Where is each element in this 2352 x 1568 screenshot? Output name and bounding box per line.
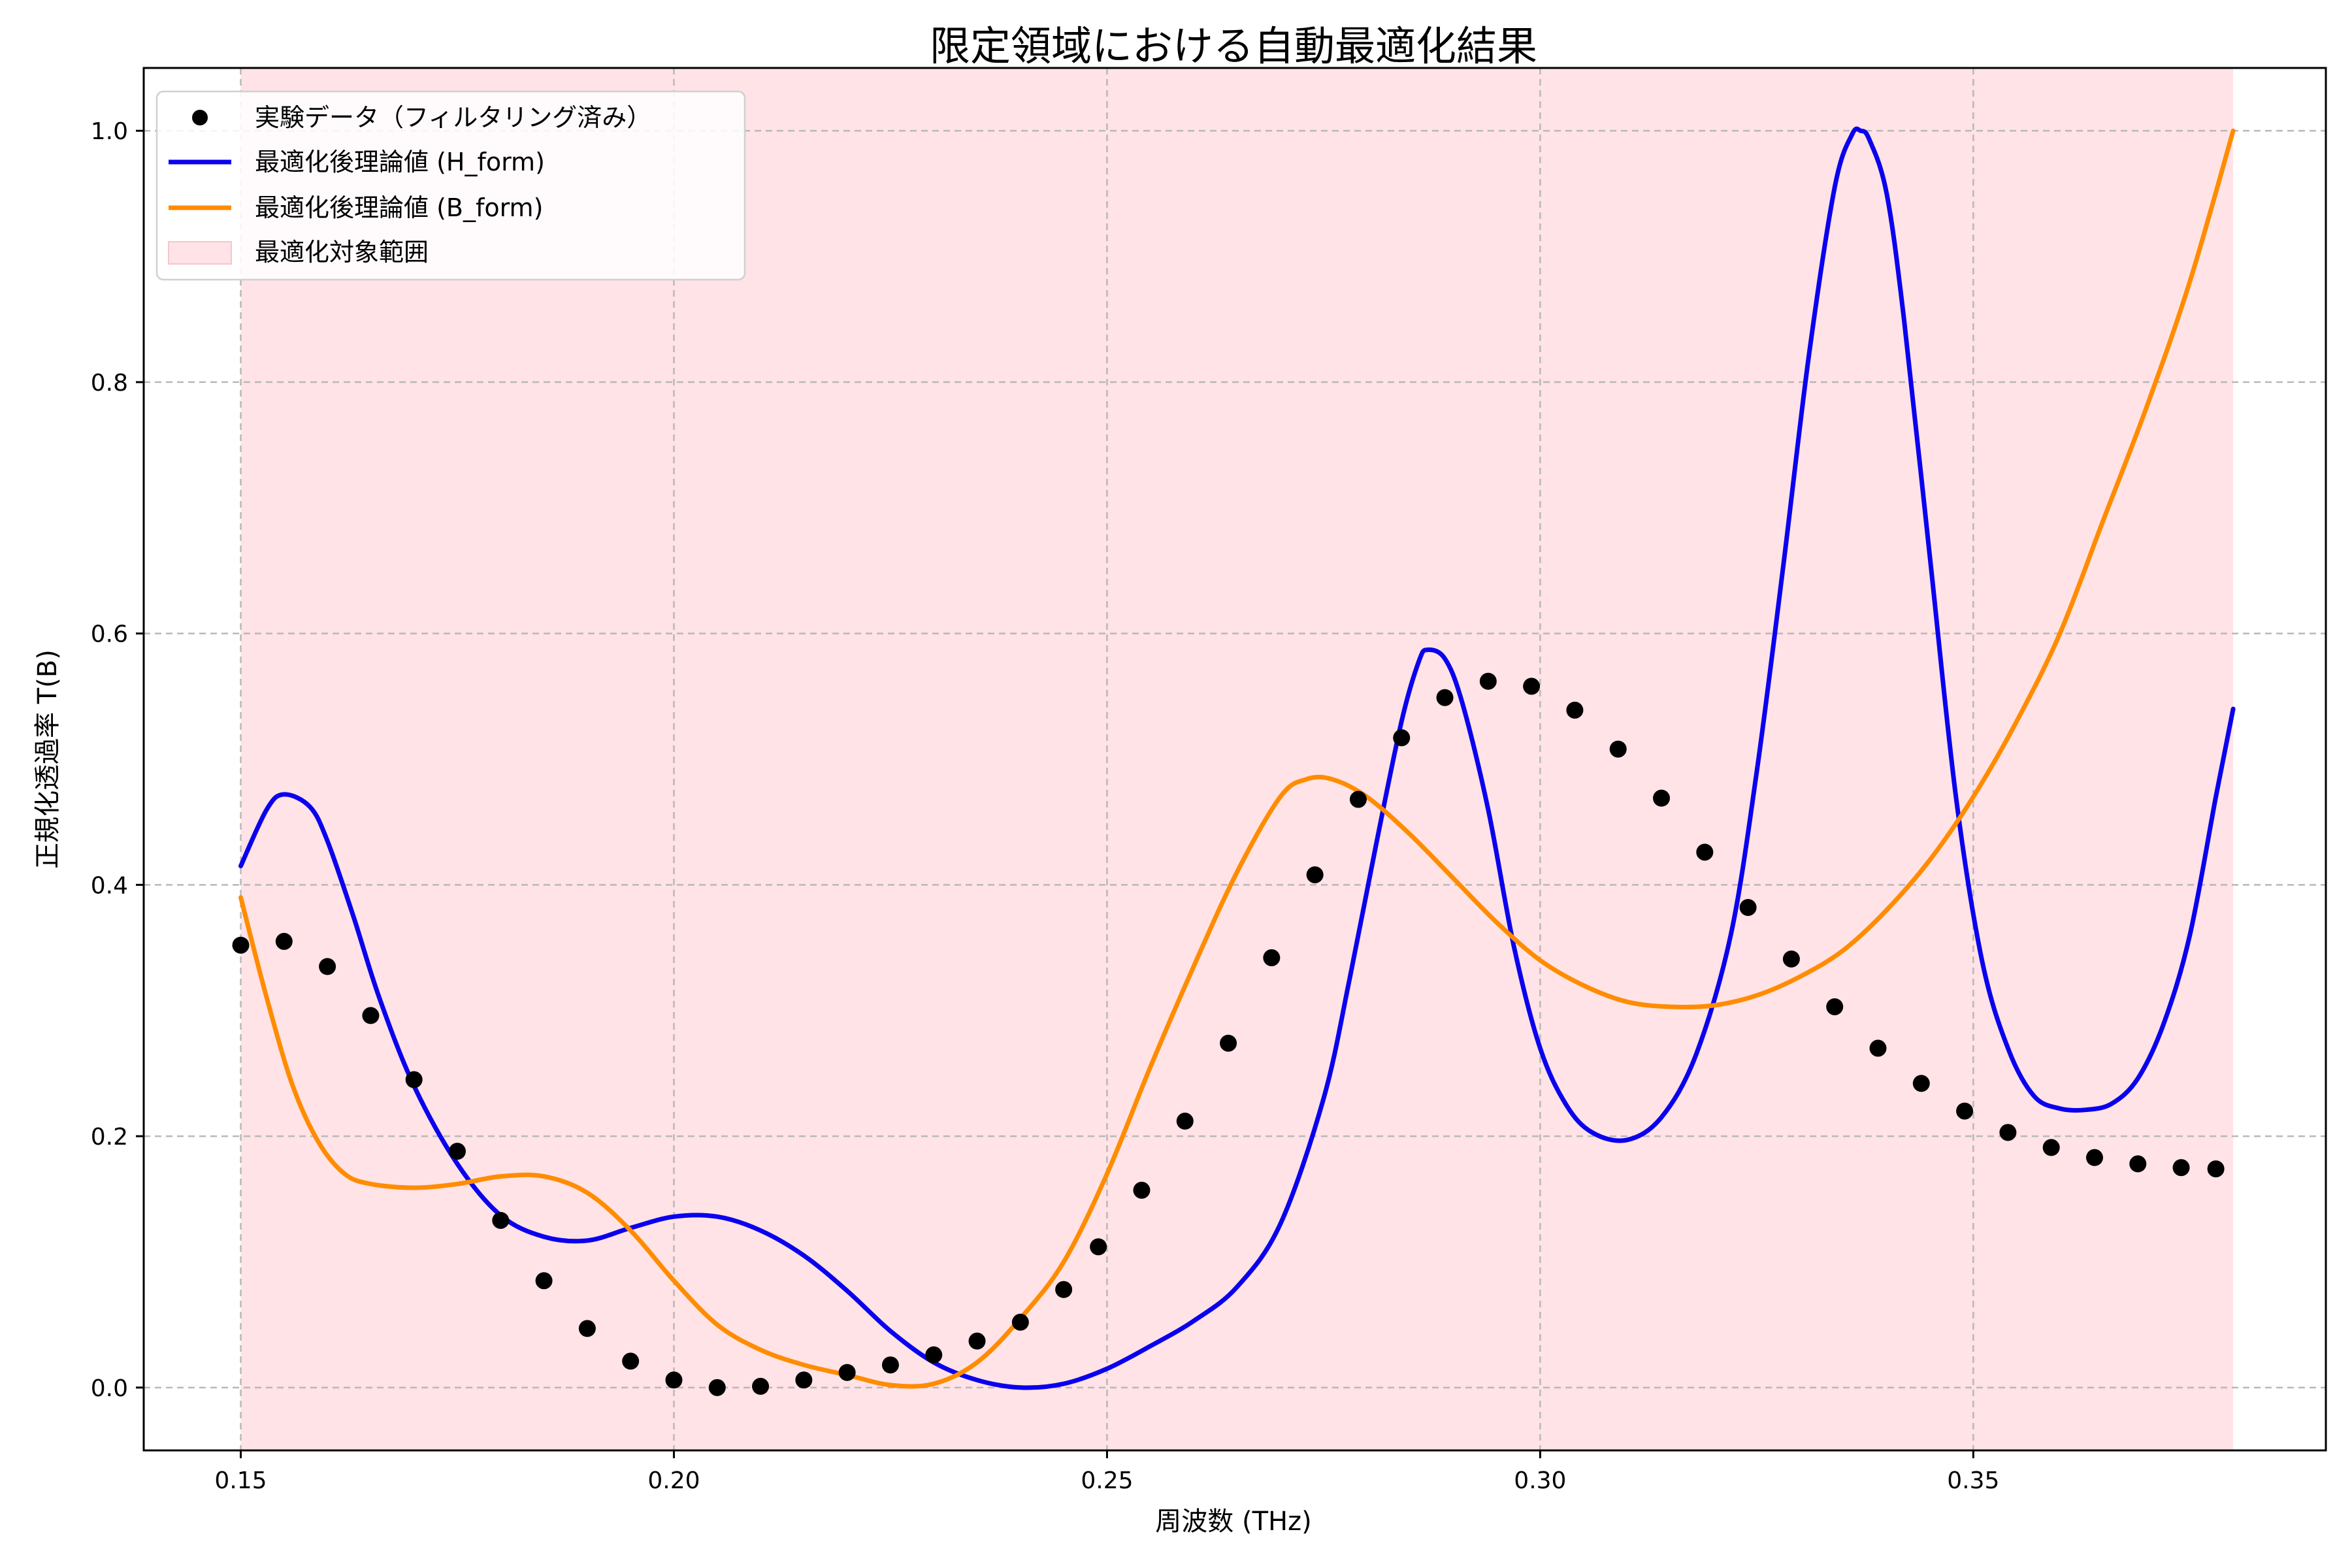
data-point-25: [1306, 866, 1324, 883]
data-point-8: [578, 1320, 596, 1337]
x-tick-label-2: 0.25: [1081, 1467, 1133, 1494]
data-point-37: [1826, 998, 1844, 1015]
data-point-46: [2207, 1160, 2225, 1178]
plot-frame: [142, 67, 2327, 1452]
data-point-15: [881, 1356, 899, 1374]
data-point-1: [275, 932, 293, 950]
b-form-line: [238, 128, 2236, 1389]
data-point-16: [925, 1346, 943, 1364]
data-point-45: [2172, 1159, 2190, 1177]
data-point-30: [1523, 678, 1541, 695]
data-point-35: [1739, 898, 1757, 916]
data-point-11: [708, 1379, 726, 1396]
data-point-7: [535, 1272, 553, 1290]
data-point-40: [1956, 1102, 1974, 1120]
data-point-13: [795, 1371, 813, 1389]
data-point-24: [1263, 949, 1281, 966]
chart-title: 限定領域における自動最適化結果: [930, 22, 1537, 70]
x-tick-label-0: 0.15: [214, 1467, 267, 1494]
data-point-44: [2129, 1155, 2147, 1173]
data-point-3: [362, 1007, 380, 1024]
data-point-43: [2085, 1149, 2103, 1166]
data-point-27: [1393, 729, 1411, 747]
data-point-23: [1220, 1034, 1237, 1052]
data-point-34: [1696, 843, 1714, 861]
data-point-26: [1349, 791, 1367, 808]
x-axis: 0.15 0.20 0.25 0.30 0.35: [214, 1450, 1999, 1494]
data-point-4: [405, 1071, 423, 1088]
data-point-19: [1055, 1281, 1073, 1298]
legend-marker-experimental: [192, 110, 208, 125]
data-point-29: [1479, 672, 1497, 690]
legend-label-b-form: 最適化後理論値 (B_form): [255, 193, 543, 222]
legend: 実験データ（フィルタリング済み） 最適化後理論値 (H_form) 最適化後理論…: [155, 90, 746, 281]
data-point-31: [1566, 701, 1584, 719]
data-point-0: [232, 936, 250, 954]
data-point-12: [752, 1377, 770, 1395]
y-tick-label-1: 0.2: [91, 1124, 128, 1151]
data-point-33: [1653, 789, 1671, 807]
y-axis-label: 正規化透過率 T(B): [33, 649, 63, 869]
data-point-21: [1133, 1181, 1151, 1199]
y-tick-label-0: 0.0: [91, 1375, 128, 1402]
data-point-36: [1782, 950, 1800, 968]
legend-label-range: 最適化対象範囲: [255, 238, 429, 267]
y-axis: 0.0 0.2 0.4 0.6 0.8 1.0: [91, 118, 144, 1402]
legend-label-h-form: 最適化後理論値 (H_form): [255, 148, 545, 176]
y-tick-label-5: 1.0: [91, 118, 128, 145]
series-layer: [232, 126, 2236, 1396]
y-tick-label-4: 0.8: [91, 370, 128, 397]
data-point-39: [1912, 1075, 1930, 1092]
data-point-18: [1011, 1313, 1029, 1331]
data-point-41: [1999, 1124, 2017, 1141]
data-point-17: [968, 1332, 986, 1350]
data-point-6: [492, 1211, 510, 1229]
legend-label-experimental: 実験データ（フィルタリング済み）: [255, 103, 651, 132]
plot-area: [142, 67, 2327, 1452]
data-point-20: [1090, 1238, 1107, 1256]
x-axis-label: 周波数 (THz): [1155, 1507, 1311, 1537]
grid: [144, 68, 2326, 1450]
data-point-9: [622, 1352, 640, 1370]
data-point-2: [319, 958, 336, 975]
data-point-14: [838, 1364, 856, 1381]
data-point-42: [2042, 1139, 2060, 1156]
x-tick-label-3: 0.30: [1514, 1467, 1566, 1494]
y-tick-label-2: 0.4: [91, 872, 128, 899]
data-point-32: [1609, 740, 1627, 758]
data-point-28: [1436, 689, 1454, 706]
data-point-22: [1176, 1113, 1194, 1130]
data-point-38: [1869, 1039, 1887, 1057]
data-point-5: [448, 1143, 466, 1160]
x-tick-label-1: 0.20: [647, 1467, 700, 1494]
legend-marker-range: [168, 241, 232, 265]
x-tick-label-4: 0.35: [1947, 1467, 1999, 1494]
y-tick-label-3: 0.6: [91, 621, 128, 648]
legend-box: [155, 90, 746, 281]
data-point-10: [665, 1371, 683, 1389]
